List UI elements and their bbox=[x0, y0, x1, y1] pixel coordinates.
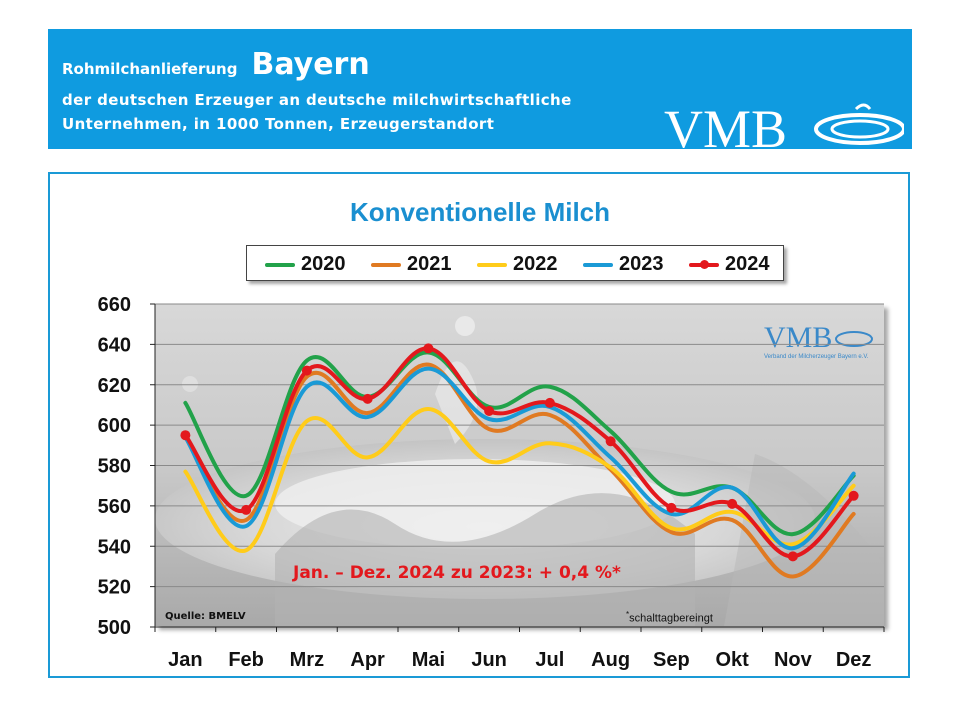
y-tick-label-580: 580 bbox=[98, 456, 131, 478]
point-2024-Nov bbox=[787, 551, 798, 562]
header-banner: Rohmilchanlieferung Bayern der deutschen … bbox=[48, 29, 912, 149]
point-2024-Okt bbox=[727, 498, 738, 509]
vmb-logo: VMB bbox=[664, 101, 904, 149]
x-tick-label-Nov: Nov bbox=[774, 649, 813, 671]
point-2024-Jan bbox=[180, 430, 191, 441]
series-line-2022 bbox=[183, 406, 856, 553]
vmb-watermark: VMB Verband der Milcherzeuger Bayern e.V… bbox=[764, 321, 873, 360]
logo-swirl-inner bbox=[830, 119, 890, 139]
x-tick-label-Aug: Aug bbox=[591, 649, 630, 671]
legend-label-2024: 2024 bbox=[725, 253, 770, 275]
watermark-subtitle: Verband der Milcherzeuger Bayern e.V. bbox=[764, 354, 869, 360]
x-tick-label-Mrz: Mrz bbox=[290, 649, 324, 671]
legend-label-2020: 2020 bbox=[301, 253, 346, 275]
source-note: Quelle: BMELV bbox=[165, 611, 246, 622]
vmb-logo-text: VMB bbox=[664, 101, 787, 149]
legend-label-2021: 2021 bbox=[407, 253, 452, 275]
legend-swatch-2022 bbox=[477, 263, 507, 267]
legend-swatch-2023 bbox=[583, 263, 613, 267]
series-line-2023 bbox=[183, 366, 856, 551]
legend-swatch-2020 bbox=[265, 263, 295, 267]
header-line-3: Unternehmen, in 1000 Tonnen, Erzeugersta… bbox=[62, 115, 495, 133]
y-tick-label-640: 640 bbox=[98, 334, 131, 356]
x-tick-label-Dez: Dez bbox=[836, 649, 872, 671]
point-2024-Mrz bbox=[301, 365, 312, 376]
footnote: *schalttagbereingt bbox=[626, 610, 713, 625]
y-tick-label-600: 600 bbox=[98, 415, 131, 437]
x-tick-label-Jun: Jun bbox=[471, 649, 507, 671]
x-tick-label-Mai: Mai bbox=[412, 649, 445, 671]
footnote-mark: * bbox=[626, 610, 630, 619]
point-2024-Dez bbox=[848, 490, 859, 501]
x-tick-label-Apr: Apr bbox=[350, 649, 385, 671]
legend-label-2022: 2022 bbox=[513, 253, 558, 275]
legend-swatch-2021 bbox=[371, 263, 401, 267]
point-2024-Apr bbox=[362, 393, 373, 404]
point-2024-Feb bbox=[241, 504, 252, 515]
header-line-2: der deutschen Erzeuger an deutsche milch… bbox=[62, 91, 572, 109]
legend-label-2023: 2023 bbox=[619, 253, 664, 275]
x-tick-label-Feb: Feb bbox=[228, 649, 264, 671]
header-prefix: Rohmilchanlieferung bbox=[62, 60, 238, 78]
y-tick-label-620: 620 bbox=[98, 375, 131, 397]
y-tick-label-500: 500 bbox=[98, 617, 131, 639]
point-2024-Sep bbox=[666, 502, 677, 513]
point-2024-Mai bbox=[423, 343, 434, 354]
point-2024-Jun bbox=[484, 405, 495, 416]
logo-swirl-outer bbox=[814, 113, 904, 145]
point-2024-Jul bbox=[544, 397, 555, 408]
y-tick-label-520: 520 bbox=[98, 577, 131, 599]
series-line-2021 bbox=[183, 362, 856, 579]
watermark-swirl bbox=[835, 331, 873, 347]
y-tick-label-560: 560 bbox=[98, 496, 131, 518]
point-2024-Aug bbox=[605, 436, 616, 447]
x-tick-label-Jan: Jan bbox=[168, 649, 202, 671]
x-tick-label-Okt: Okt bbox=[715, 649, 749, 671]
x-tick-label-Jul: Jul bbox=[535, 649, 564, 671]
header-region: Bayern bbox=[251, 47, 370, 82]
legend-marker-2024 bbox=[700, 260, 709, 269]
y-tick-label-660: 660 bbox=[98, 294, 131, 316]
x-tick-label-Sep: Sep bbox=[653, 649, 690, 671]
chart-annotation: Jan. – Dez. 2024 zu 2023: + 0,4 %* bbox=[293, 563, 621, 583]
chart-legend: 2020 2021 2022 2023 2024 bbox=[246, 245, 784, 281]
footnote-text: schalttagbereingt bbox=[629, 612, 713, 625]
y-tick-label-540: 540 bbox=[98, 536, 131, 558]
logo-drop bbox=[854, 103, 872, 111]
watermark-logo-text: VMB bbox=[764, 321, 832, 354]
header-line-1: Rohmilchanlieferung Bayern bbox=[62, 47, 370, 82]
chart-title: Konventionelle Milch bbox=[349, 197, 611, 227]
